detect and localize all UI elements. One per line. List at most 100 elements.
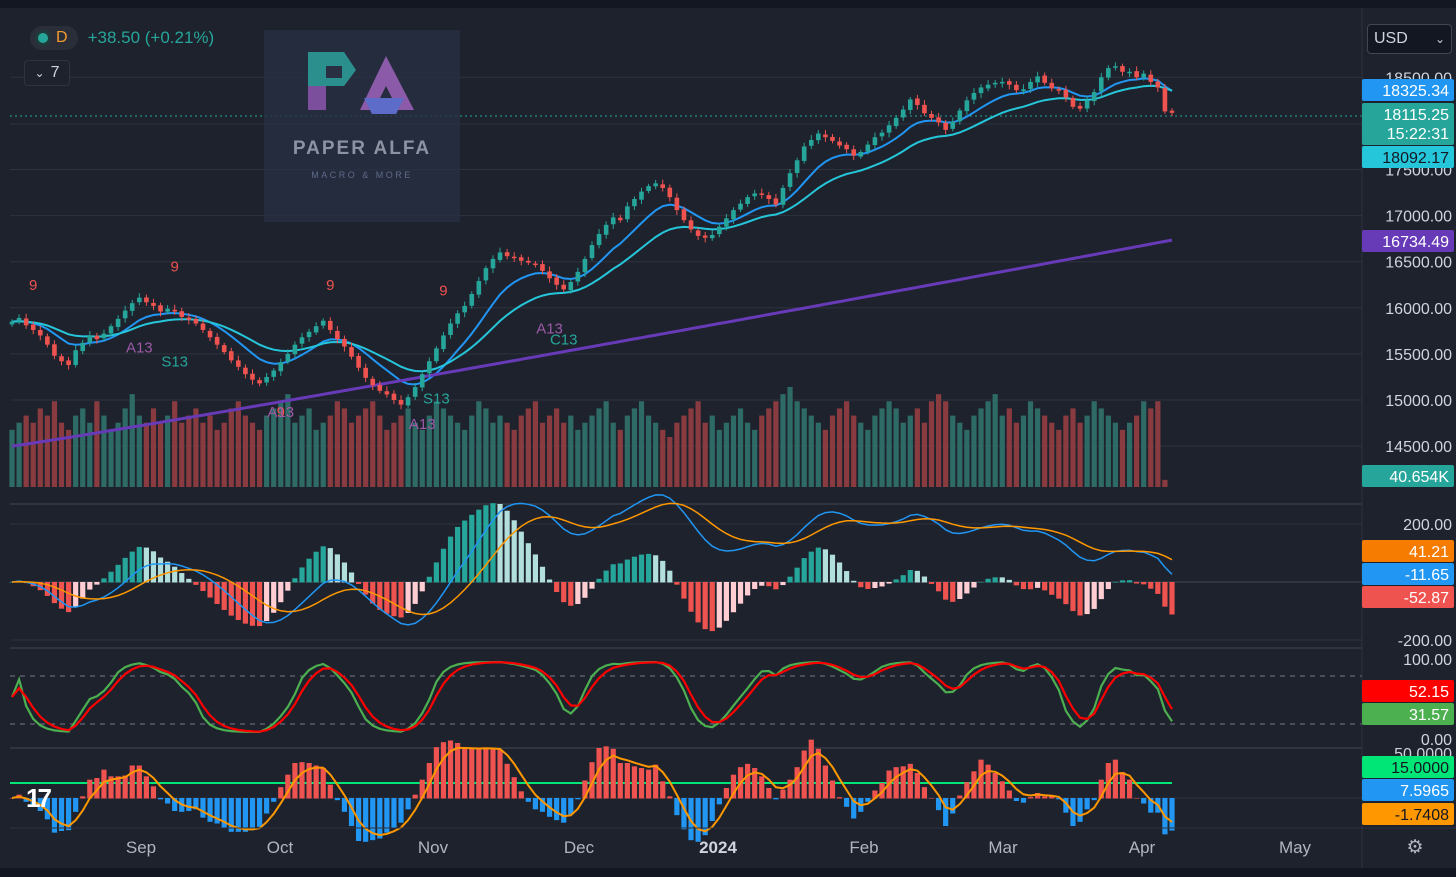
momentum-bar (51, 798, 58, 833)
macd-hist-bar (73, 582, 79, 607)
candle-body (1063, 89, 1069, 98)
candle-body (1028, 81, 1033, 89)
macd-hist-bar (483, 505, 489, 583)
macd-hist-bar (299, 567, 305, 583)
candle-body (518, 257, 524, 261)
momentum-bar (681, 798, 687, 830)
volume-bar (200, 422, 206, 487)
candle-body (179, 311, 185, 318)
signal-label-11: C13 (550, 331, 578, 348)
indicators-toggle-button[interactable]: ⌄ 7 (24, 60, 70, 86)
volume-bar (129, 394, 135, 487)
candle-body (639, 191, 644, 200)
volume-bar (391, 422, 397, 487)
macd-hist-bar (249, 582, 256, 626)
momentum-bar (1112, 759, 1119, 799)
volume-bar (836, 408, 843, 487)
momentum-bar (405, 798, 411, 810)
settings-gear-icon[interactable]: ⚙ (1406, 837, 1424, 858)
indicator-count: 7 (50, 64, 60, 81)
momentum-bar (1056, 798, 1062, 800)
momentum-bar (447, 740, 454, 799)
volume-bar (730, 415, 737, 487)
volume-bar (207, 415, 213, 487)
candle-body (865, 144, 871, 152)
macd-hist-bar (617, 563, 623, 583)
candle-body (738, 203, 743, 210)
macd-hist-bar (1098, 582, 1104, 600)
volume-bar (554, 408, 560, 487)
chevron-down-icon: ⌄ (1434, 32, 1445, 46)
price-tick-5: 15500.00 (1385, 347, 1452, 364)
sma-long-value: 16734.49 (1382, 234, 1449, 251)
currency-select[interactable]: USD ⌄ (1367, 24, 1452, 54)
candle-body (349, 347, 354, 357)
macd-hist-bar (504, 510, 510, 583)
volume-bar (872, 415, 878, 487)
momentum-bar (143, 776, 149, 799)
macd-hist-bar (900, 575, 906, 583)
momentum-bar (836, 797, 843, 799)
volume-bar (1027, 401, 1034, 487)
macd-hist-bar (235, 582, 241, 621)
price-change: +38.50 (+0.21%) (87, 28, 215, 47)
candle-body (94, 335, 100, 340)
volume-bar (780, 394, 786, 487)
macd-hist-bar (589, 582, 595, 589)
momentum-bar (306, 763, 312, 799)
macd-hist-bar (1006, 579, 1012, 583)
candle-body (823, 134, 828, 138)
momentum-bar (617, 763, 623, 799)
macd-hist-bar (554, 582, 560, 593)
macd-hist-bar (80, 582, 86, 599)
volume-bar (483, 408, 489, 487)
momentum-bar (872, 790, 878, 799)
candle-body (801, 146, 807, 161)
momentum-bar (412, 794, 418, 799)
candle-body (441, 335, 446, 350)
candle-body (66, 360, 71, 365)
macd-hist-bar (865, 582, 871, 589)
candle-body (681, 209, 687, 221)
volume-bar (589, 415, 595, 487)
macd-hist-bar (398, 582, 404, 618)
volume-bar (193, 408, 199, 487)
time-label-5: Feb (849, 838, 878, 857)
momentum-bar (844, 798, 850, 807)
ema-fast-value: 18325.34 (1382, 83, 1449, 100)
volume-bar (1056, 429, 1062, 487)
macd-hist-bar (51, 582, 58, 604)
candle-body (299, 337, 305, 344)
macd-hist-bar (525, 543, 531, 583)
volume-bar (575, 429, 581, 487)
momentum-bar (815, 748, 821, 799)
candle-body (278, 362, 284, 372)
momentum-bar (1119, 772, 1126, 799)
time-label-1: Oct (267, 838, 294, 857)
signal-label-2: 9 (171, 258, 179, 275)
tradingview-logo-icon[interactable]: 17 (26, 783, 52, 813)
momentum-bar (525, 798, 531, 802)
price-tick-4: 16000.00 (1385, 301, 1452, 318)
momentum-bar (638, 768, 645, 799)
candle-body (384, 391, 390, 395)
momentum-bar (299, 762, 305, 799)
macd-hist-bar (285, 582, 291, 591)
volume-bar (490, 422, 496, 487)
volume-bar (1098, 408, 1104, 487)
volume-bar (214, 429, 220, 487)
candle-body (547, 271, 552, 279)
macd-hist-bar (341, 562, 348, 583)
macd-hist-bar (511, 520, 517, 583)
signal-label-5: A13 (267, 404, 294, 421)
candle-body (808, 139, 814, 146)
candle-body (30, 324, 36, 330)
momentum-bar (653, 764, 659, 799)
interval-pill[interactable]: D (30, 26, 78, 50)
candle-body (879, 132, 885, 137)
candle-body (575, 271, 581, 282)
volume-bar (1020, 415, 1027, 487)
candle-body (377, 384, 383, 391)
volume-bar (702, 422, 708, 487)
